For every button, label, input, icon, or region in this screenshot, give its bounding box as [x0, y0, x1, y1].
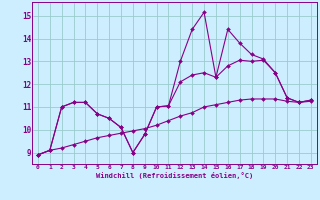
- X-axis label: Windchill (Refroidissement éolien,°C): Windchill (Refroidissement éolien,°C): [96, 172, 253, 179]
